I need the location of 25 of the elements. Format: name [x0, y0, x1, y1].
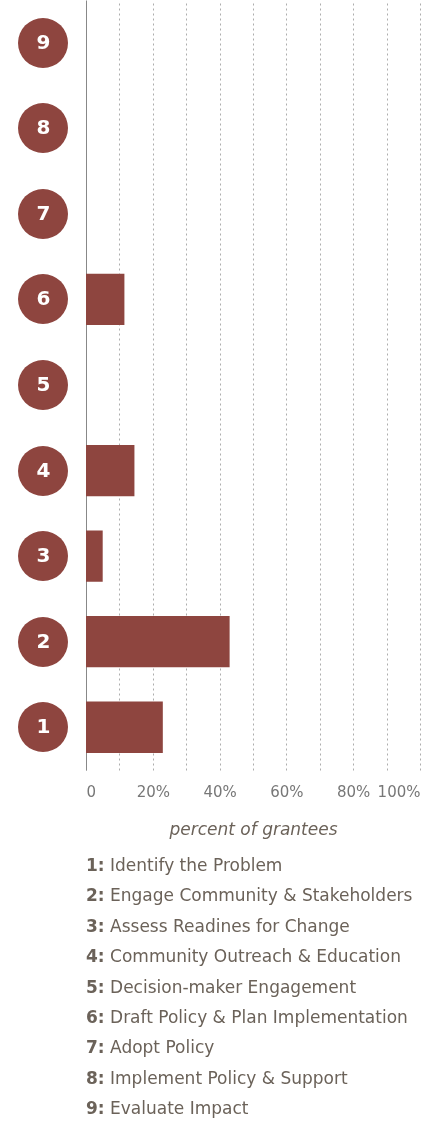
x-tick-label: 80%: [337, 782, 371, 801]
text: 2: Engage Community & Stakeholders: [86, 884, 413, 908]
y-tick-label: 6: [36, 286, 51, 311]
text: 5: Decision-maker Engagement: [86, 975, 358, 999]
x-tick-label: 0: [86, 782, 97, 801]
y-tick-label: 7: [36, 200, 51, 225]
text: 7: Adopt Policy: [86, 1036, 216, 1060]
text: 4: Community Outreach & Education: [86, 945, 402, 969]
y-tick-label: 4: [36, 457, 51, 482]
y-tick-label: 5: [36, 372, 51, 396]
text: 1: Identify the Problem: [86, 854, 284, 877]
x-tick-label: 60%: [270, 782, 304, 801]
y-tick-label: 9: [36, 29, 51, 54]
x-tick-label: 20%: [136, 782, 170, 801]
text: 6: Draft Policy & Plan Implementation: [86, 1006, 409, 1030]
x-tick-label: 100%: [377, 782, 421, 801]
x-axis-title: percent of grantees: [168, 818, 338, 839]
text: 3: Assess Readines for Change: [86, 914, 351, 938]
y-tick-label: 8: [36, 115, 51, 140]
x-tick-label: 40%: [203, 782, 237, 801]
text: 9: Evaluate Impact: [86, 1097, 250, 1121]
y-tick-label: 1: [36, 714, 51, 739]
y-tick-label: 3: [36, 543, 51, 568]
text: 8: Implement Policy & Support: [86, 1066, 349, 1090]
y-tick-label: 2: [36, 628, 51, 653]
